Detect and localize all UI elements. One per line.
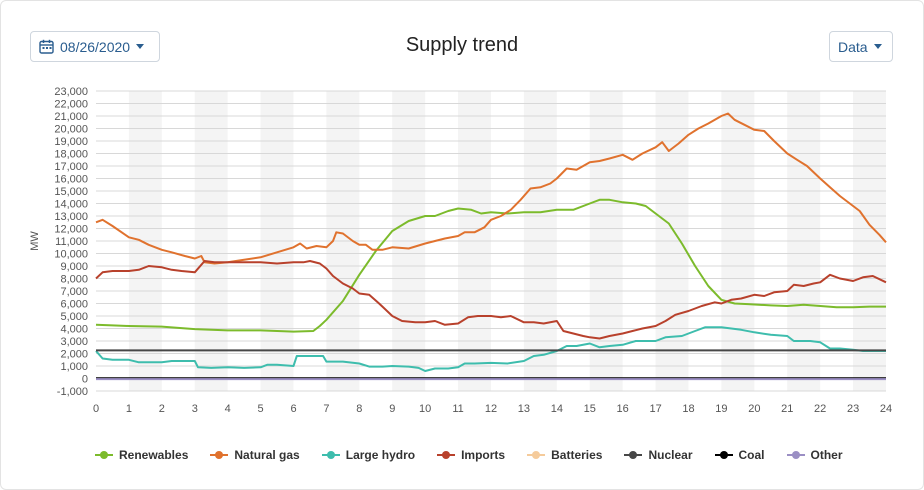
y-tick-label: 0 <box>82 374 88 386</box>
legend-item-batteries[interactable]: Batteries <box>527 448 602 462</box>
legend-item-renewables[interactable]: Renewables <box>95 448 188 462</box>
legend-marker-icon <box>527 450 546 460</box>
legend-label: Natural gas <box>234 448 300 462</box>
legend-marker-icon <box>95 450 113 460</box>
x-tick-label: 5 <box>258 403 264 415</box>
series-line-renewables <box>95 198 886 333</box>
x-tick-label: 8 <box>356 403 362 415</box>
x-tick-label: 20 <box>748 403 760 415</box>
y-tick-label: 18,000 <box>54 149 88 161</box>
y-tick-label: 11,000 <box>55 236 88 248</box>
data-label: Data <box>838 38 868 55</box>
x-tick-label: 6 <box>290 403 296 415</box>
series-line-imports <box>95 260 887 340</box>
y-tick-label: 6,000 <box>60 299 88 311</box>
date-picker-button[interactable]: 08/26/2020 <box>30 31 160 62</box>
legend-marker-icon <box>210 450 229 460</box>
legend-label: Other <box>810 448 843 462</box>
series-line-large-hydro <box>95 326 886 372</box>
x-tick-label: 24 <box>880 403 892 415</box>
y-tick-label: 3,000 <box>60 336 88 348</box>
legend-marker-icon <box>714 450 733 460</box>
legend-item-nuclear[interactable]: Nuclear <box>624 448 693 462</box>
legend-marker-icon <box>321 450 340 460</box>
legend-marker-icon <box>786 450 805 460</box>
x-tick-label: 19 <box>715 403 727 415</box>
y-tick-label: 5,000 <box>60 311 88 323</box>
x-tick-label: 11 <box>452 403 463 415</box>
y-tick-label: 9,000 <box>60 261 88 273</box>
x-tick-label: 23 <box>847 403 859 415</box>
y-tick-label: 21,000 <box>54 111 88 123</box>
y-tick-label: 7,000 <box>60 286 88 298</box>
y-tick-label: -1,000 <box>57 386 88 398</box>
date-label: 08/26/2020 <box>60 38 131 55</box>
legend-label: Coal <box>738 448 765 462</box>
x-tick-label: 3 <box>192 403 198 415</box>
legend-marker-icon <box>437 450 456 460</box>
y-tick-label: 10,000 <box>54 249 88 261</box>
supply-trend-chart: -1,00001,0002,0003,0004,0005,0006,0007,0… <box>29 86 892 415</box>
x-tick-label: 10 <box>419 403 431 415</box>
y-tick-label: 15,000 <box>54 186 88 198</box>
x-tick-label: 18 <box>682 403 694 415</box>
x-tick-label: 1 <box>126 403 132 415</box>
y-tick-label: 16,000 <box>54 174 88 186</box>
legend-marker-icon <box>624 450 643 460</box>
chevron-down-icon <box>873 44 882 49</box>
y-tick-label: 17,000 <box>54 161 88 173</box>
x-tick-label: 15 <box>584 403 596 415</box>
legend-label: Batteries <box>551 448 603 462</box>
legend: Renewables Natural gas Large hydro Imports B… <box>95 448 865 462</box>
x-tick-label: 17 <box>649 403 661 415</box>
y-tick-label: 1,000 <box>60 361 88 373</box>
y-tick-label: 2,000 <box>60 349 88 361</box>
series-lines <box>95 112 887 381</box>
legend-item-large-hydro[interactable]: Large hydro <box>321 448 416 462</box>
calendar-icon <box>39 39 54 54</box>
x-tick-label: 4 <box>225 403 231 415</box>
y-tick-label: 8,000 <box>60 274 88 286</box>
y-tick-label: 14,000 <box>54 199 88 211</box>
y-axis-ticks: -1,00001,0002,0003,0004,0005,0006,0007,0… <box>54 86 88 398</box>
x-tick-label: 16 <box>617 403 629 415</box>
legend-item-imports[interactable]: Imports <box>437 448 505 462</box>
x-tick-label: 9 <box>389 403 395 415</box>
chevron-down-icon <box>136 44 145 49</box>
chart-title: Supply trend <box>405 34 519 56</box>
x-tick-label: 13 <box>518 403 530 415</box>
x-tick-label: 14 <box>551 403 563 415</box>
legend-item-natural-gas[interactable]: Natural gas <box>210 448 300 462</box>
x-tick-label: 7 <box>323 403 329 415</box>
y-tick-label: 12,000 <box>54 224 88 236</box>
y-tick-label: 13,000 <box>54 211 88 223</box>
y-axis-label: MW <box>29 231 41 251</box>
data-menu-button[interactable]: Data <box>829 31 893 62</box>
legend-label: Imports <box>461 448 506 462</box>
y-tick-label: 4,000 <box>60 324 88 336</box>
legend-label: Renewables <box>119 448 189 462</box>
x-tick-label: 21 <box>781 403 793 415</box>
x-tick-label: 12 <box>485 403 497 415</box>
x-tick-label: 2 <box>159 403 165 415</box>
legend-label: Nuclear <box>648 448 693 462</box>
legend-item-coal[interactable]: Coal <box>714 448 765 462</box>
x-tick-label: 0 <box>93 403 99 415</box>
y-tick-label: 23,000 <box>54 86 88 98</box>
legend-label: Large hydro <box>345 448 416 462</box>
x-axis-ticks: 0 1 2 3 4 5 6 7 8 9 10 11 12 13 14 15 16 17 18 19 20 21 22 23 24 <box>93 403 892 415</box>
y-tick-label: 22,000 <box>54 99 88 111</box>
legend-item-other[interactable]: Other <box>786 448 843 462</box>
y-tick-label: 19,000 <box>54 136 88 148</box>
y-tick-label: 20,000 <box>54 124 88 136</box>
x-tick-label: 22 <box>814 403 826 415</box>
